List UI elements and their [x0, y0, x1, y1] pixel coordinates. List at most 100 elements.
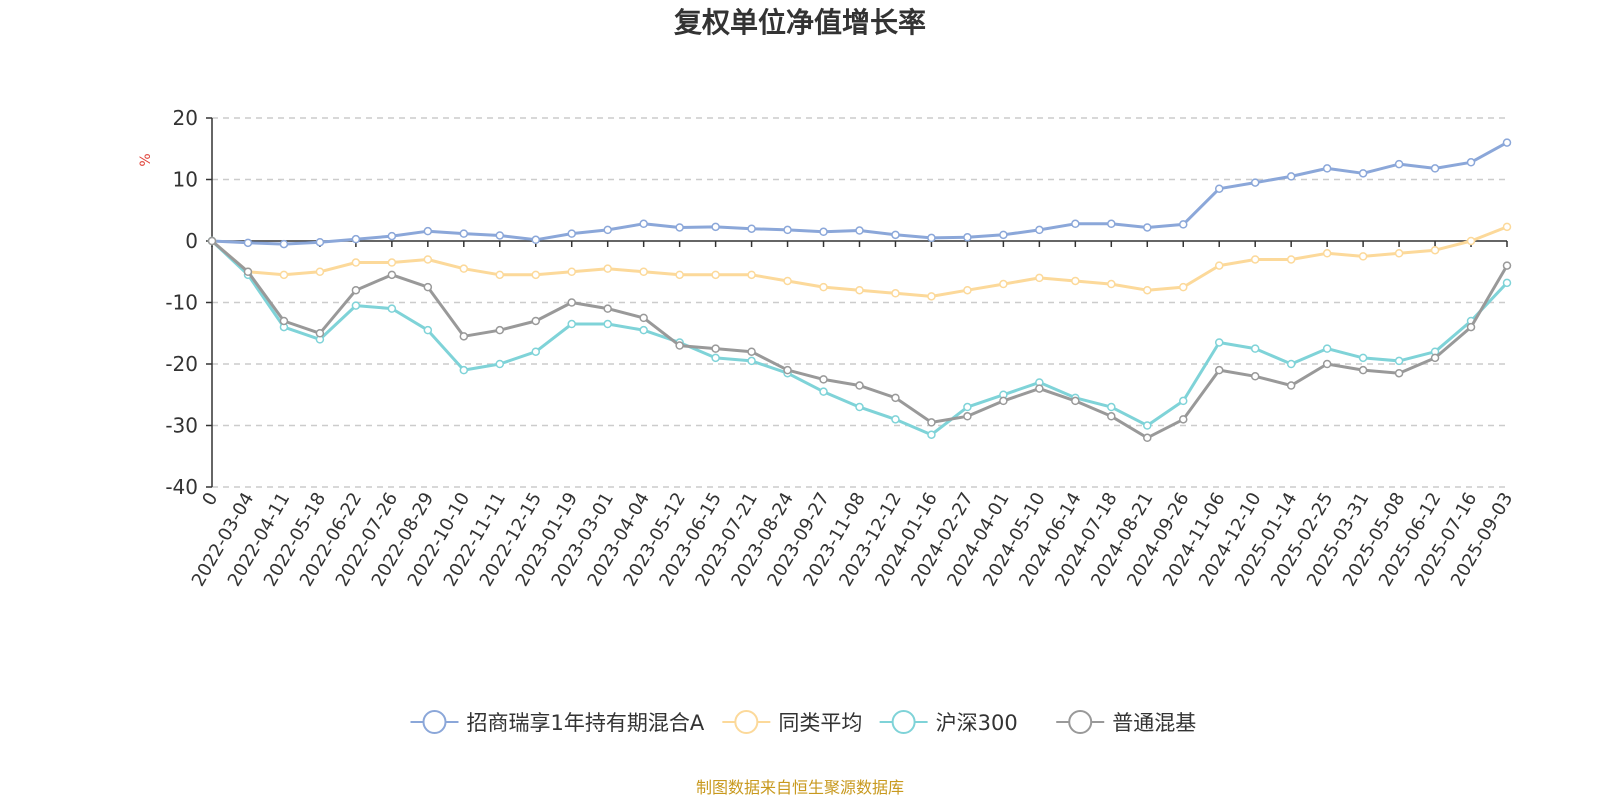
data-point[interactable] [855, 226, 864, 235]
data-point[interactable] [243, 267, 253, 276]
data-point[interactable] [1143, 433, 1152, 443]
data-point[interactable] [1502, 138, 1512, 147]
data-point[interactable] [1179, 396, 1188, 406]
data-point[interactable] [1107, 412, 1116, 421]
data-point[interactable] [1322, 249, 1332, 258]
data-point[interactable] [747, 270, 756, 280]
data-point[interactable] [783, 365, 792, 375]
data-point[interactable] [891, 393, 900, 403]
data-point[interactable] [423, 226, 433, 236]
data-point[interactable] [531, 235, 540, 245]
data-point[interactable] [279, 316, 289, 326]
data-point[interactable] [459, 229, 469, 238]
data-point[interactable] [387, 231, 397, 241]
data-point[interactable] [387, 258, 397, 267]
data-point[interactable] [1107, 219, 1116, 229]
data-point[interactable] [747, 356, 756, 366]
data-point[interactable] [1502, 222, 1512, 232]
data-point[interactable] [567, 298, 576, 307]
data-point[interactable] [1430, 164, 1440, 173]
legend-item[interactable]: 同类平均 [722, 710, 862, 735]
data-point[interactable] [1250, 372, 1260, 381]
data-point[interactable] [1143, 285, 1152, 295]
data-point[interactable] [531, 347, 540, 356]
data-point[interactable] [999, 230, 1008, 240]
data-point[interactable] [1358, 169, 1368, 178]
data-point[interactable] [1179, 220, 1188, 229]
data-point[interactable] [1143, 421, 1152, 430]
data-point[interactable] [639, 325, 648, 335]
data-point[interactable] [1286, 172, 1296, 181]
data-point[interactable] [1179, 282, 1188, 292]
data-point[interactable] [1035, 384, 1044, 393]
data-point[interactable] [351, 258, 361, 267]
legend-item[interactable]: 招商瑞享1年持有期混合A [410, 710, 705, 735]
data-point[interactable] [1107, 402, 1116, 412]
data-point[interactable] [1322, 344, 1332, 353]
data-point[interactable] [675, 341, 684, 350]
data-point[interactable] [1358, 365, 1368, 375]
data-point[interactable] [315, 267, 325, 276]
data-point[interactable] [495, 359, 505, 369]
data-point[interactable] [747, 347, 756, 356]
data-point[interactable] [639, 219, 648, 229]
data-point[interactable] [1214, 184, 1224, 193]
data-point[interactable] [603, 319, 612, 329]
data-point[interactable] [567, 229, 576, 238]
data-point[interactable] [1286, 359, 1296, 369]
data-point[interactable] [1035, 225, 1044, 235]
data-point[interactable] [1322, 359, 1332, 369]
data-point[interactable] [1214, 365, 1224, 375]
data-point[interactable] [603, 225, 612, 235]
data-point[interactable] [891, 289, 900, 298]
data-point[interactable] [1466, 322, 1476, 332]
data-point[interactable] [1358, 252, 1368, 261]
data-point[interactable] [1286, 255, 1296, 264]
data-point[interactable] [567, 319, 576, 329]
data-point[interactable] [1502, 261, 1512, 270]
data-point[interactable] [1394, 249, 1404, 258]
data-point[interactable] [495, 270, 505, 280]
data-point[interactable] [459, 365, 469, 375]
data-point[interactable] [711, 270, 720, 280]
data-point[interactable] [1143, 223, 1152, 232]
data-point[interactable] [999, 396, 1008, 406]
data-point[interactable] [567, 267, 576, 276]
data-point[interactable] [1430, 245, 1440, 255]
data-point[interactable] [1250, 255, 1260, 264]
data-point[interactable] [963, 412, 972, 421]
data-point[interactable] [603, 264, 612, 273]
data-point[interactable] [531, 316, 540, 326]
data-point[interactable] [459, 332, 469, 341]
data-point[interactable] [963, 285, 972, 295]
data-point[interactable] [1107, 279, 1116, 289]
data-point[interactable] [243, 238, 253, 248]
data-point[interactable] [711, 353, 720, 363]
data-point[interactable] [1035, 273, 1044, 283]
data-point[interactable] [639, 313, 648, 323]
data-point[interactable] [711, 344, 720, 353]
data-point[interactable] [351, 301, 361, 310]
data-point[interactable] [855, 381, 864, 390]
data-point[interactable] [495, 325, 505, 335]
data-point[interactable] [675, 270, 684, 280]
data-point[interactable] [423, 282, 433, 292]
data-point[interactable] [1250, 178, 1260, 187]
data-point[interactable] [963, 233, 972, 242]
data-point[interactable] [1466, 158, 1476, 167]
data-point[interactable] [387, 270, 397, 280]
data-point[interactable] [927, 233, 936, 243]
data-point[interactable] [1250, 344, 1260, 353]
data-point[interactable] [387, 304, 397, 313]
data-point[interactable] [531, 270, 540, 280]
data-point[interactable] [495, 231, 505, 240]
data-point[interactable] [1394, 159, 1404, 169]
data-point[interactable] [1394, 356, 1404, 366]
data-point[interactable] [315, 237, 325, 247]
data-point[interactable] [1286, 381, 1296, 390]
data-point[interactable] [639, 267, 648, 276]
data-point[interactable] [1071, 276, 1080, 286]
data-point[interactable] [855, 402, 864, 412]
data-point[interactable] [1071, 219, 1080, 229]
data-point[interactable] [351, 285, 361, 295]
